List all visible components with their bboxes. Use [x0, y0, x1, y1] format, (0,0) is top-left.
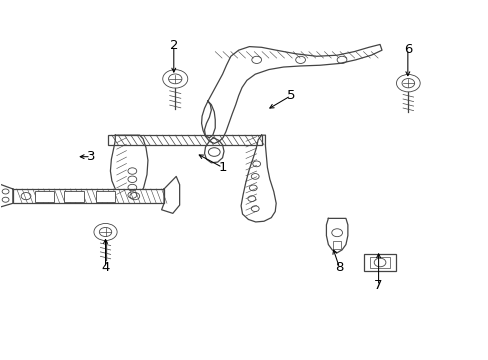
Polygon shape	[204, 44, 381, 143]
Polygon shape	[326, 219, 347, 253]
Bar	[35, 191, 54, 202]
Bar	[364, 253, 395, 271]
Bar	[96, 191, 115, 202]
Polygon shape	[241, 135, 276, 222]
Polygon shape	[161, 176, 179, 213]
Text: 1: 1	[218, 161, 226, 174]
Bar	[64, 191, 83, 202]
Polygon shape	[204, 138, 224, 163]
Text: 8: 8	[335, 261, 343, 274]
Bar	[332, 241, 340, 249]
Text: 7: 7	[374, 279, 382, 292]
Text: 3: 3	[86, 150, 95, 163]
Polygon shape	[110, 135, 148, 200]
Bar	[369, 257, 389, 268]
Polygon shape	[0, 184, 13, 208]
Bar	[13, 189, 163, 203]
Text: 6: 6	[403, 42, 411, 55]
Bar	[108, 135, 261, 145]
Text: 5: 5	[286, 89, 294, 102]
Text: 4: 4	[101, 261, 109, 274]
Polygon shape	[201, 101, 215, 138]
Text: 2: 2	[169, 39, 178, 52]
